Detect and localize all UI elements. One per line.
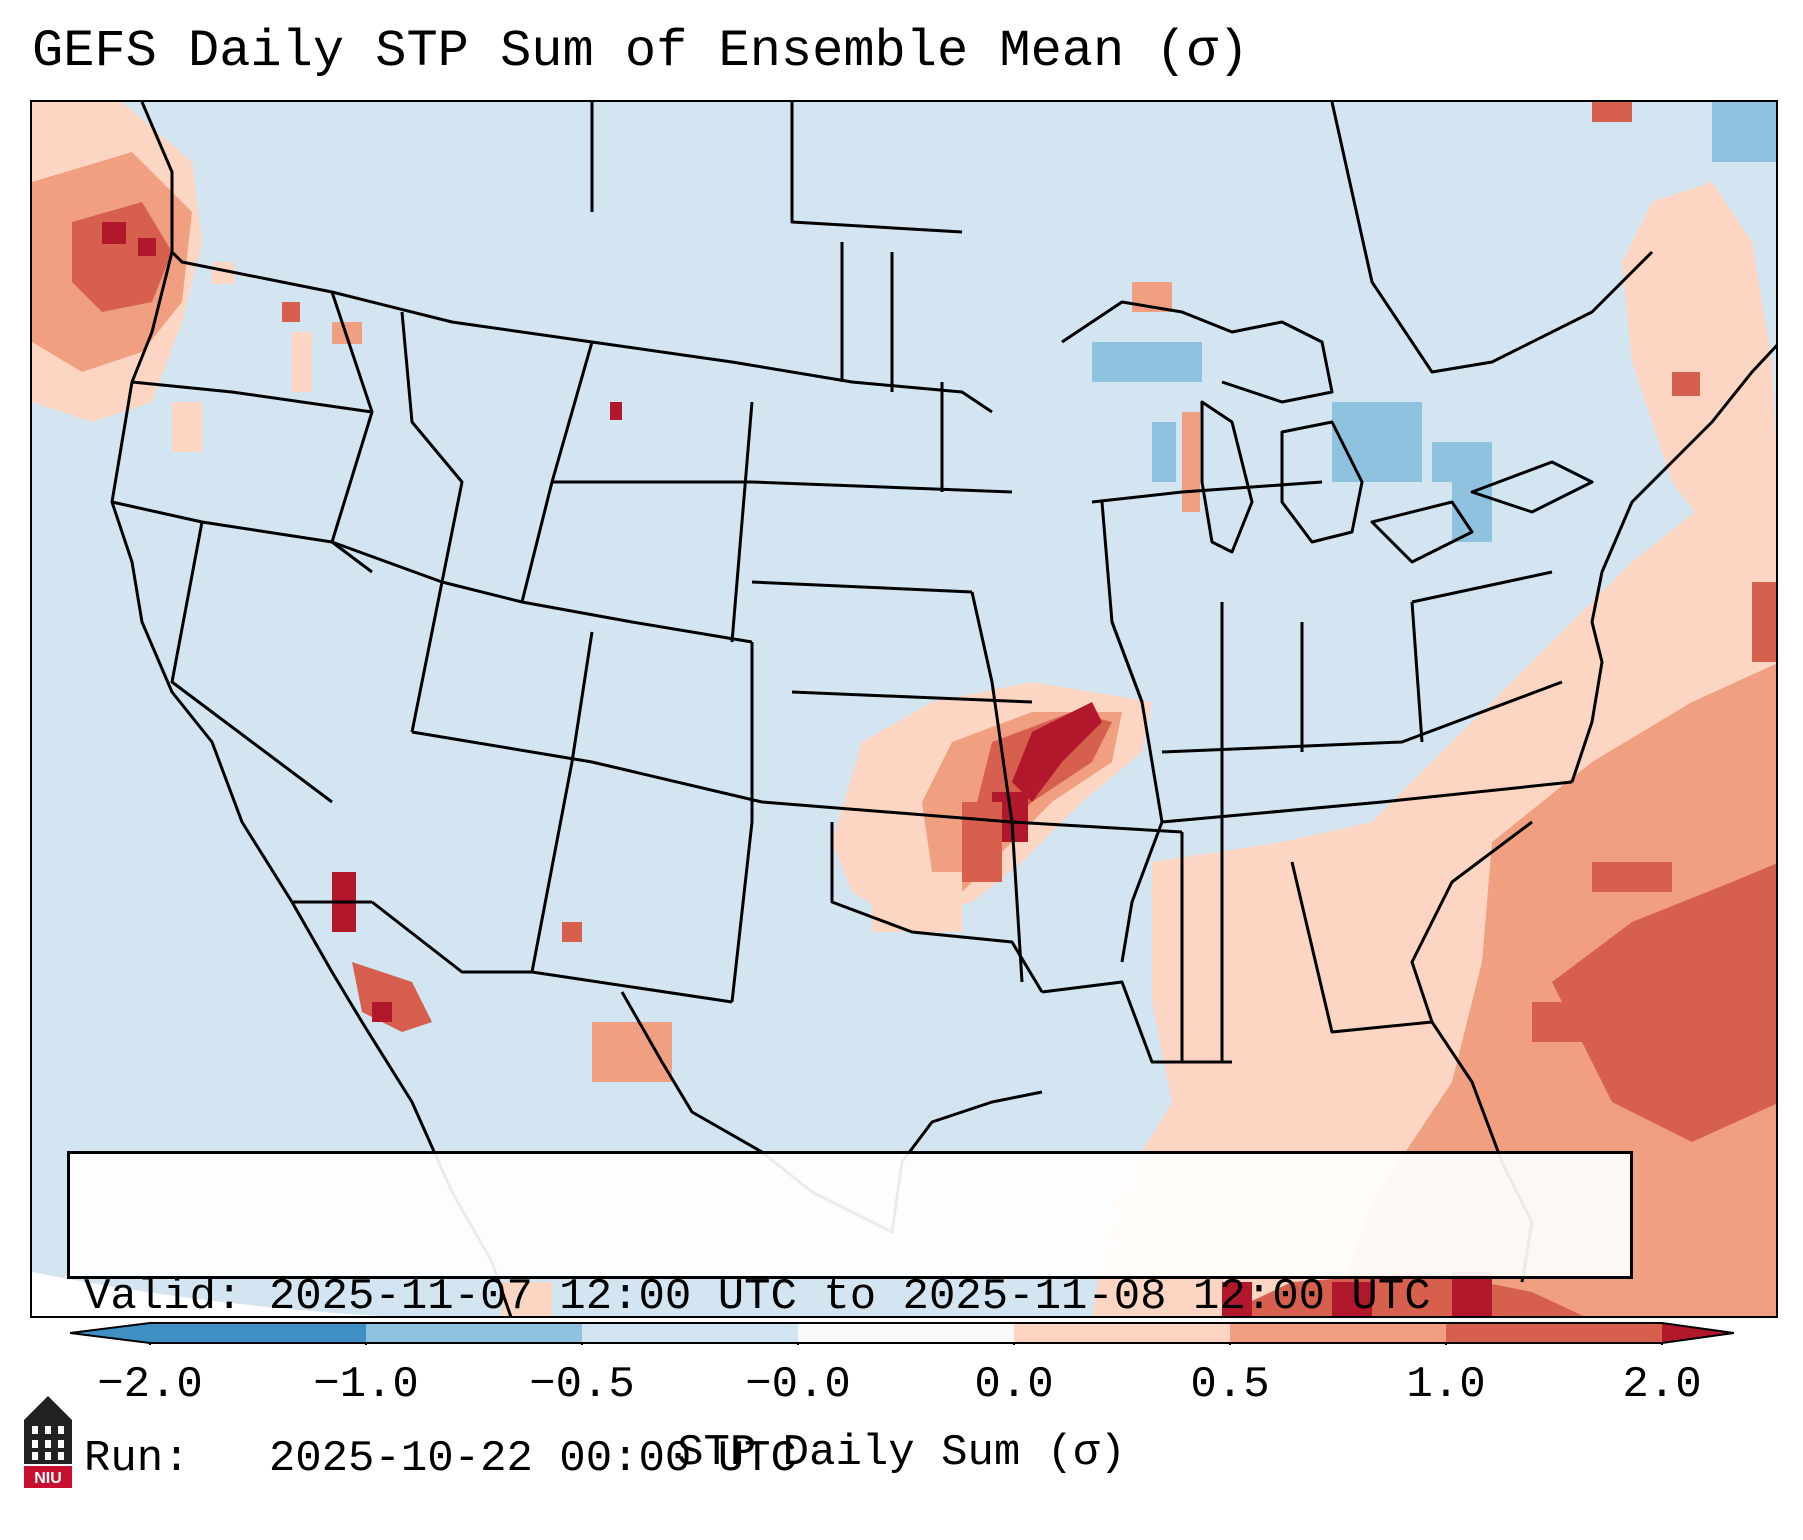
niu-logo: NIU	[24, 1396, 72, 1488]
run-time-line: Run: 2025-10-22 00:00 UTC	[84, 1432, 1616, 1486]
colorbar-segment	[150, 1323, 366, 1343]
anomaly-northeast	[1592, 102, 1776, 562]
valid-value: 2025-11-07 12:00 UTC to 2025-11-08 12:00…	[268, 1272, 1431, 1322]
colorbar	[70, 1322, 1734, 1345]
colorbar-segment	[1014, 1323, 1230, 1343]
valid-run-info-box: Valid: 2025-11-07 12:00 UTC to 2025-11-0…	[67, 1151, 1633, 1484]
valid-label: Valid:	[84, 1272, 243, 1322]
colorbar-extend-low	[70, 1323, 150, 1343]
colorbar-segment	[798, 1323, 1014, 1343]
colorbar-tick-label: 1.0	[1406, 1360, 1486, 1410]
colorbar-segment	[582, 1323, 798, 1343]
anomaly-baja-mexico	[332, 872, 672, 1316]
colorbar-tick-label: 0.5	[1190, 1360, 1270, 1410]
run-label: Run:	[84, 1434, 190, 1484]
valid-time-line: Valid: 2025-11-07 12:00 UTC to 2025-11-0…	[84, 1270, 1616, 1324]
colorbar-tick-label: −0.0	[745, 1360, 851, 1410]
colorbar-extend-high	[1662, 1323, 1734, 1343]
colorbar-tick-label: 2.0	[1622, 1360, 1702, 1410]
anomaly-pacific-northwest	[32, 102, 362, 452]
run-value: 2025-10-22 00:00 UTC	[268, 1434, 797, 1484]
colorbar-tick-label: 0.0	[974, 1360, 1054, 1410]
colorbar-segment	[1446, 1323, 1662, 1343]
colorbar-title: STP Daily Sum (σ)	[677, 1428, 1126, 1478]
colorbar-segment	[366, 1323, 582, 1343]
anomaly-great-lakes	[1092, 282, 1492, 542]
chart-title: GEFS Daily STP Sum of Ensemble Mean (σ)	[32, 22, 1249, 81]
colorbar-tick-label: −0.5	[529, 1360, 635, 1410]
colorbar-segment	[1230, 1323, 1446, 1343]
svg-text:NIU: NIU	[34, 1470, 62, 1487]
map-canvas	[32, 102, 1776, 1316]
map-panel[interactable]	[30, 100, 1778, 1318]
colorbar-tick-label: −2.0	[97, 1360, 203, 1410]
colorbar-tick-label: −1.0	[313, 1360, 419, 1410]
anomaly-wyoming-cell	[610, 402, 622, 420]
off-map-corner	[32, 1272, 379, 1316]
anomaly-mississippi-valley	[832, 682, 1152, 932]
